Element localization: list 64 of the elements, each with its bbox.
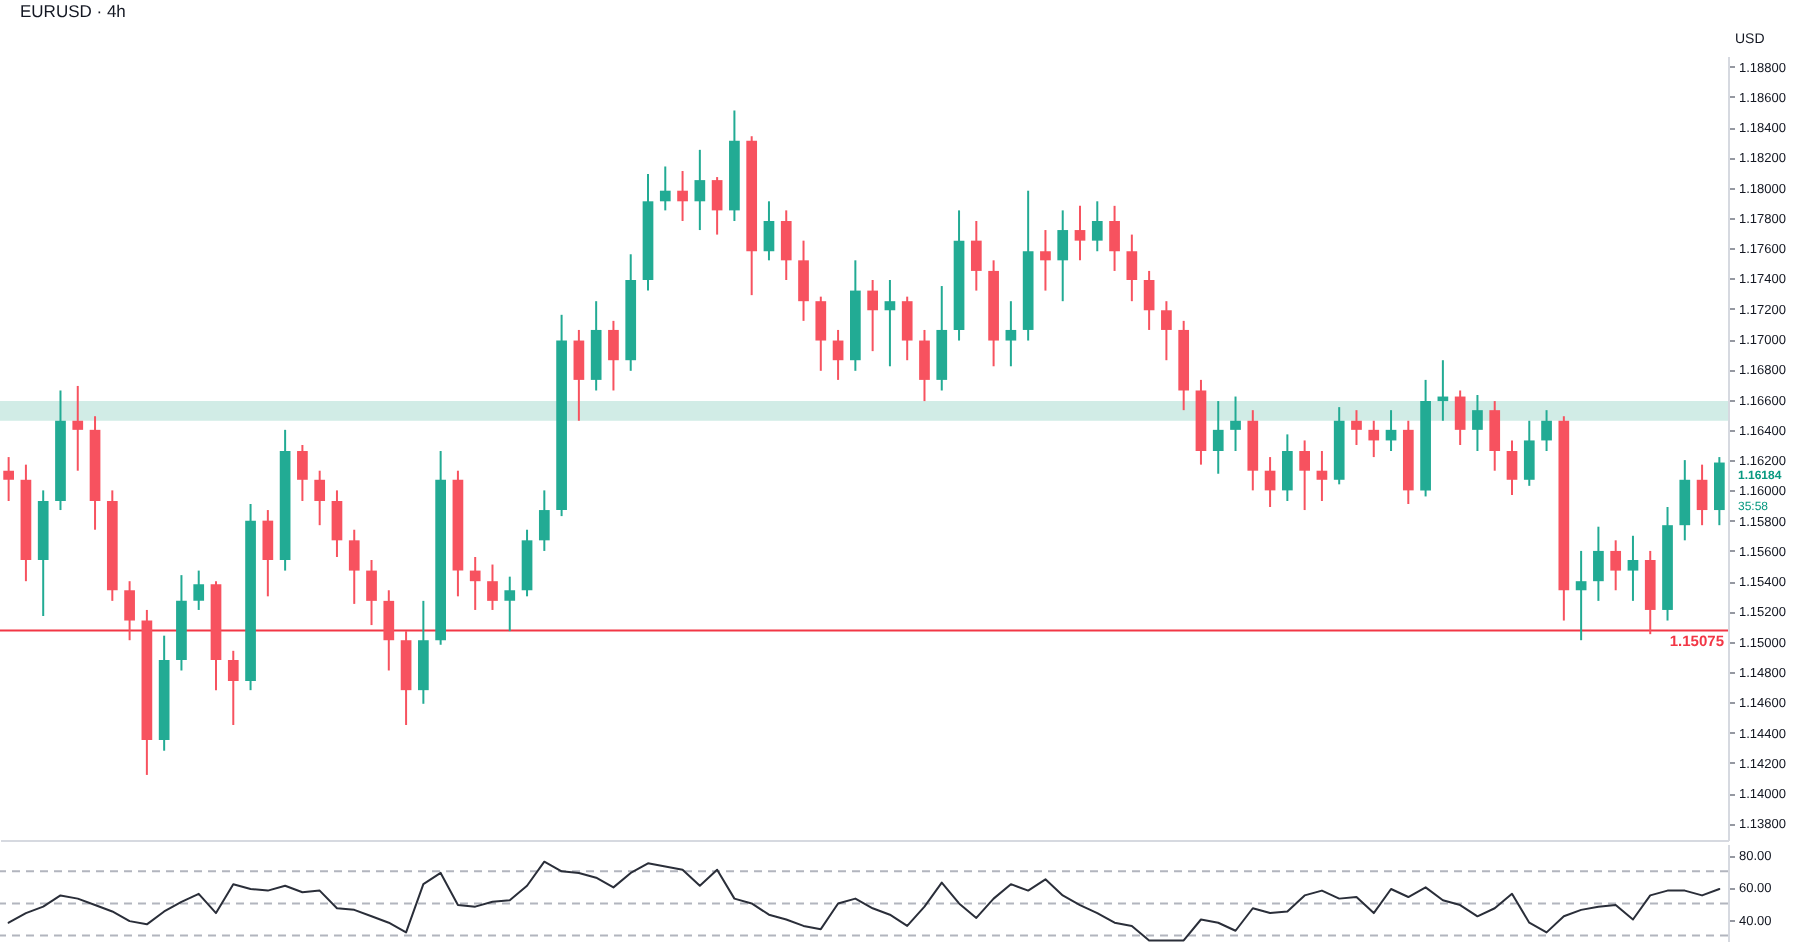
candlestick bbox=[1714, 456, 1725, 527]
candlestick bbox=[1282, 433, 1293, 502]
candlestick bbox=[1627, 534, 1639, 602]
candlestick bbox=[1575, 549, 1587, 642]
candlestick bbox=[227, 649, 239, 726]
candlestick bbox=[694, 148, 706, 232]
candlestick bbox=[1109, 204, 1120, 272]
candlestick bbox=[1143, 269, 1155, 331]
candlestick bbox=[262, 509, 274, 598]
candlestick bbox=[1610, 539, 1622, 592]
candlestick bbox=[573, 328, 585, 422]
candlestick bbox=[1454, 389, 1466, 446]
candlestick bbox=[193, 569, 205, 611]
candlestick bbox=[1264, 456, 1276, 509]
candlestick bbox=[297, 443, 308, 502]
candlestick bbox=[487, 563, 498, 611]
candlestick bbox=[383, 589, 395, 672]
chart-title: EURUSD · 4h bbox=[20, 1, 127, 21]
candlestick bbox=[1040, 229, 1051, 292]
candlestick bbox=[1126, 233, 1138, 303]
candlestick bbox=[331, 489, 343, 558]
candlestick bbox=[659, 165, 671, 212]
candlestick bbox=[538, 489, 550, 552]
candlestick bbox=[677, 170, 688, 222]
candlestick bbox=[815, 295, 827, 372]
candlestick bbox=[1005, 300, 1017, 368]
candlestick bbox=[1523, 419, 1535, 487]
candlestick bbox=[1679, 459, 1691, 542]
candlestick bbox=[1230, 395, 1241, 453]
candlestick bbox=[469, 555, 481, 611]
candlestick bbox=[1299, 439, 1310, 512]
candlestick bbox=[1368, 419, 1380, 459]
candlestick bbox=[1074, 204, 1086, 262]
candlestick bbox=[1212, 400, 1224, 475]
candlestick bbox=[763, 200, 775, 262]
candlestick bbox=[124, 580, 135, 642]
candlestick bbox=[970, 219, 982, 292]
candlestick bbox=[314, 469, 326, 527]
candlestick bbox=[1057, 209, 1069, 303]
candlestick bbox=[867, 279, 878, 353]
candlestick bbox=[780, 209, 792, 281]
candlestick bbox=[1316, 450, 1328, 502]
candlestick bbox=[832, 328, 844, 381]
candlestick bbox=[348, 528, 360, 605]
candlestick bbox=[1541, 409, 1552, 453]
candlestick bbox=[1351, 409, 1362, 446]
candlestick bbox=[72, 384, 84, 472]
candlestick bbox=[366, 559, 377, 627]
candlestick bbox=[1506, 439, 1518, 496]
candlestick bbox=[711, 176, 723, 236]
candlestick bbox=[919, 328, 930, 403]
line-series bbox=[7, 860, 1721, 942]
candlestick bbox=[1472, 394, 1483, 453]
candlestick bbox=[798, 239, 809, 322]
candlestick bbox=[1161, 300, 1172, 362]
candlestick bbox=[608, 319, 619, 392]
candlestick bbox=[1696, 463, 1708, 527]
candlestick bbox=[1593, 525, 1604, 602]
candlestick bbox=[1091, 200, 1103, 253]
candlestick bbox=[504, 575, 516, 633]
candlestick bbox=[901, 295, 913, 362]
candlestick bbox=[884, 279, 896, 368]
candlestick bbox=[3, 456, 14, 502]
candlestick bbox=[1489, 400, 1501, 472]
